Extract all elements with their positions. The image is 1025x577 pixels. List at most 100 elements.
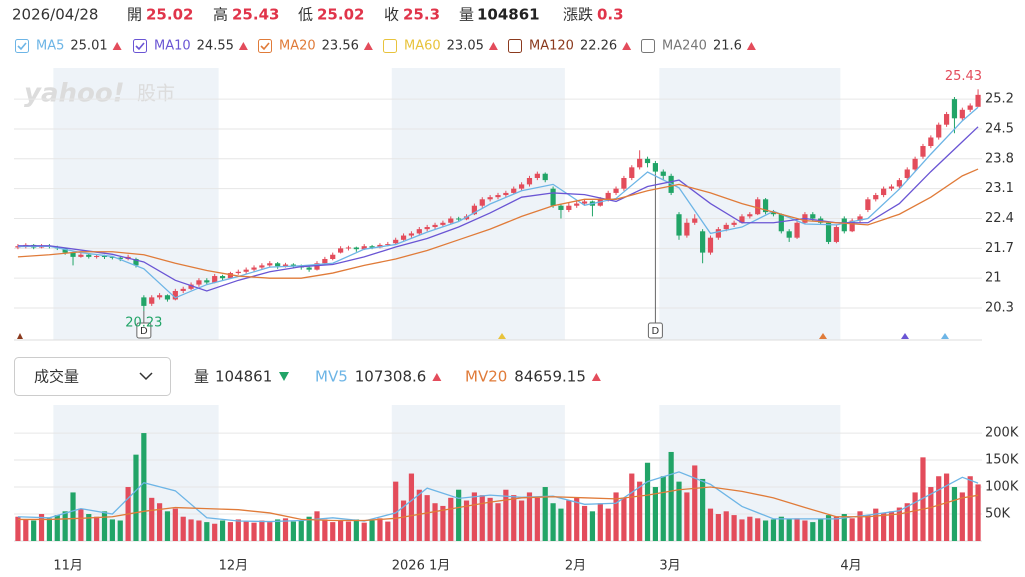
- indicator-select[interactable]: [14, 357, 171, 396]
- legend-value: 107308.6: [355, 368, 427, 386]
- candle-body: [692, 218, 698, 223]
- y-tick-label: 22.4: [985, 211, 1014, 226]
- volume-bar: [495, 503, 501, 541]
- high-label: 高: [213, 6, 228, 24]
- candle-body: [314, 263, 320, 270]
- checkbox[interactable]: [133, 39, 147, 53]
- volume-bar: [581, 505, 588, 541]
- volume-bar: [400, 500, 407, 541]
- marker: [819, 333, 827, 339]
- watermark-product: 股市: [137, 83, 175, 105]
- candle-body: [448, 218, 454, 223]
- candle-body: [495, 195, 501, 198]
- candle-body: [888, 186, 895, 189]
- candle-body: [432, 224, 438, 228]
- volume-bar: [440, 505, 446, 541]
- legend-value: 24.55: [197, 39, 234, 54]
- legend-name: MA10: [154, 39, 191, 54]
- volume-bar: [432, 503, 438, 541]
- volume-bar: [747, 516, 753, 541]
- volume-bar: [361, 522, 367, 541]
- volume-bar: [282, 518, 289, 541]
- legend-value: 23.56: [322, 39, 359, 54]
- candle-body: [345, 247, 352, 249]
- volume-bar: [542, 487, 548, 541]
- volume-bar: [471, 492, 477, 541]
- volume-bar: [267, 522, 273, 541]
- volume-bar: [408, 473, 415, 541]
- y-tick-label: 20.3: [985, 301, 1014, 316]
- candle-body: [841, 218, 847, 232]
- legend-value: 22.26: [580, 39, 617, 54]
- volume-bar: [818, 519, 824, 541]
- candle-body: [440, 222, 446, 225]
- up-arrow: [112, 42, 122, 50]
- x-tick-label: 11月: [53, 559, 83, 574]
- volume-bar: [503, 489, 509, 541]
- candle-body: [259, 265, 265, 268]
- checkbox[interactable]: [508, 39, 522, 53]
- y-tick-label: 23.1: [985, 181, 1014, 196]
- candle-body: [15, 246, 21, 248]
- event-label: D: [140, 326, 148, 337]
- candle-body: [967, 105, 973, 110]
- candle-body: [330, 254, 336, 259]
- volume-bar: [967, 476, 973, 541]
- checkbox[interactable]: [383, 39, 397, 53]
- volume-bar: [534, 497, 540, 541]
- volume-bar: [943, 473, 950, 541]
- volume-bar: [377, 518, 383, 541]
- volume-bar: [605, 508, 611, 541]
- watermark-brand: yahoo!: [24, 79, 125, 109]
- candle-body: [243, 269, 249, 272]
- checkbox[interactable]: [641, 39, 655, 53]
- candle-body: [873, 195, 879, 200]
- candle-body: [141, 297, 147, 306]
- candle-body: [463, 216, 470, 220]
- volume-bar: [558, 508, 564, 541]
- candle-body: [86, 254, 92, 257]
- volume-bar: [393, 481, 399, 541]
- volume-bar: [873, 508, 879, 541]
- volume-bar: [369, 520, 375, 541]
- volume-bar: [700, 478, 706, 541]
- volume-bar: [637, 481, 643, 541]
- legend-value: 84659.15: [514, 368, 586, 386]
- candle-body: [78, 254, 84, 257]
- volume-bar: [330, 522, 336, 541]
- checkbox[interactable]: [15, 39, 29, 53]
- checkmark: [17, 42, 27, 51]
- candle-body: [487, 197, 493, 200]
- candle-body: [109, 256, 115, 258]
- x-tick-label: 2026 1月: [392, 559, 451, 574]
- up-arrow: [432, 373, 442, 381]
- volume-bar: [912, 492, 918, 541]
- close-label: 收: [384, 6, 399, 24]
- candle-body: [219, 276, 226, 279]
- checkmark: [135, 42, 145, 51]
- y-tick-label: 24.5: [985, 121, 1014, 136]
- volume-bar: [888, 511, 895, 541]
- volume-bar: [951, 487, 958, 541]
- volume-legend-value: 104861: [215, 368, 272, 386]
- marker: [941, 333, 949, 339]
- volume-bar: [38, 514, 45, 541]
- high-value: 25.43: [232, 6, 279, 24]
- volume-bar: [770, 519, 777, 541]
- volume-bar: [715, 514, 721, 541]
- candle-body: [566, 205, 572, 210]
- checkbox[interactable]: [258, 39, 272, 53]
- candle-body: [794, 222, 800, 238]
- candle-body: [385, 244, 391, 246]
- volume-bar: [141, 433, 147, 541]
- volume-bar: [70, 492, 76, 541]
- volume-legend-label: 量: [194, 368, 209, 386]
- volume-bar: [755, 518, 761, 541]
- volume-bar: [652, 487, 658, 541]
- volume-bar: [227, 522, 234, 541]
- candle-body: [605, 192, 611, 200]
- volume-bar: [959, 492, 965, 541]
- month-band: [391, 68, 565, 340]
- legend-name: MA20: [279, 39, 316, 54]
- up-arrow: [488, 42, 498, 50]
